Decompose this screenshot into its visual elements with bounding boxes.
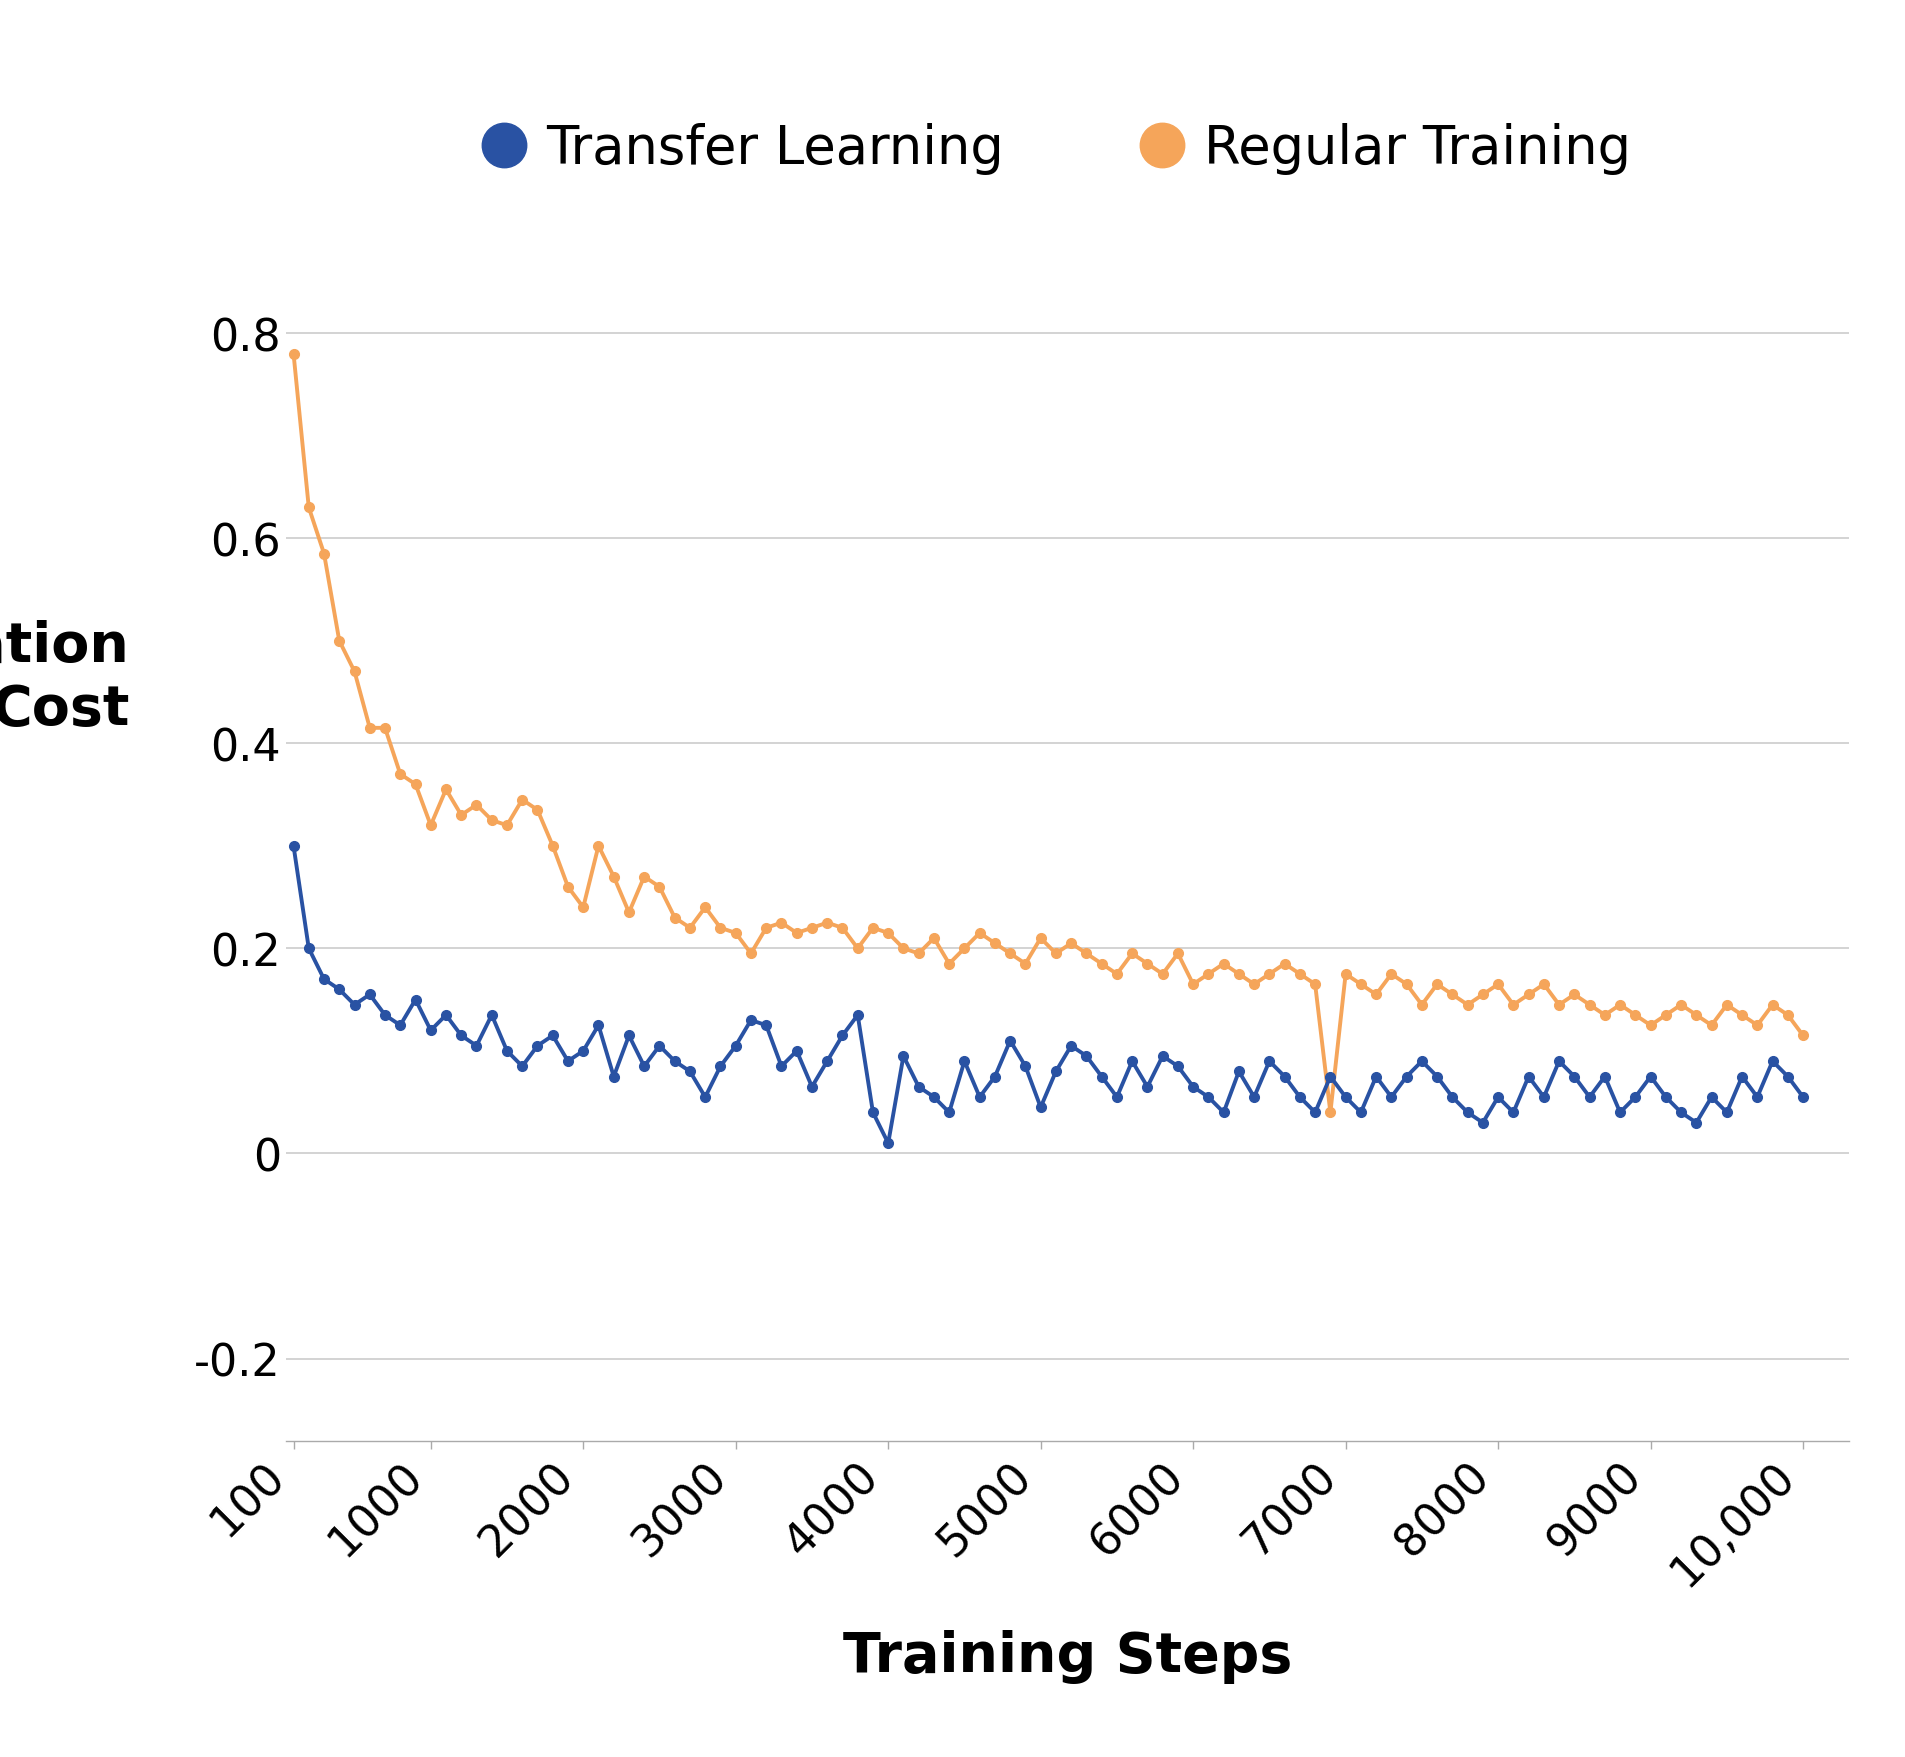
Regular Training [1181, 973, 1204, 994]
Y-axis label: Validation
Cost: Validation Cost [0, 620, 130, 736]
Line: Transfer Learning: Transfer Learning [288, 842, 1808, 1149]
Transfer Learning [1074, 1045, 1097, 1066]
Transfer Learning [876, 1133, 899, 1154]
Transfer Learning [1684, 1112, 1707, 1133]
X-axis label: Training Steps: Training Steps [842, 1629, 1292, 1683]
Regular Training [1684, 1005, 1707, 1026]
Regular Training [282, 344, 305, 365]
Transfer Learning [1791, 1088, 1814, 1109]
Transfer Learning [632, 1056, 655, 1077]
Regular Training [1059, 933, 1082, 954]
Regular Training [1791, 1026, 1814, 1047]
Transfer Learning [282, 836, 305, 857]
Transfer Learning [1730, 1066, 1753, 1088]
Transfer Learning [572, 1040, 594, 1061]
Legend: Transfer Learning, Regular Training: Transfer Learning, Regular Training [482, 102, 1652, 197]
Line: Regular Training: Regular Training [288, 350, 1808, 1117]
Transfer Learning [1196, 1088, 1219, 1109]
Regular Training [1318, 1102, 1341, 1123]
Regular Training [572, 898, 594, 919]
Regular Training [632, 866, 655, 887]
Regular Training [1730, 1005, 1753, 1026]
